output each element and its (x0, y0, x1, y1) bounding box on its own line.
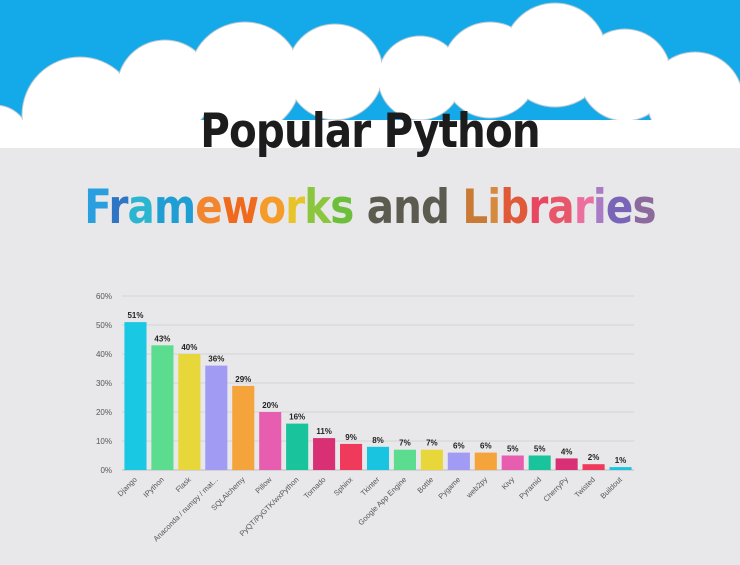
y-tick-label: 40% (96, 350, 112, 359)
content-background (0, 148, 740, 565)
value-label: 43% (154, 334, 170, 343)
x-tick-label: Buildout (598, 474, 624, 500)
title-letter: a (127, 180, 155, 235)
x-tick-label: Tornado (302, 475, 328, 501)
title-letter: F (84, 180, 109, 235)
title-letter: e (605, 180, 633, 235)
title-letter: s (632, 180, 656, 235)
bar (151, 345, 174, 470)
y-tick-label: 50% (96, 321, 112, 330)
value-label: 11% (316, 427, 332, 436)
bars (124, 322, 632, 470)
bar (582, 464, 605, 470)
title-letter: r (108, 180, 128, 235)
bar (609, 467, 632, 470)
x-tick-label: web2py (464, 475, 490, 501)
y-tick-label: 10% (96, 437, 112, 446)
bar (501, 455, 524, 470)
y-tick-label: 30% (96, 379, 112, 388)
value-label: 2% (588, 453, 600, 462)
title-letter: i (592, 180, 607, 235)
value-label: 8% (372, 436, 384, 445)
bar (232, 385, 255, 470)
title-letter: and (353, 180, 463, 235)
value-label: 29% (235, 375, 251, 384)
x-tick-label: Tkinter (359, 475, 382, 498)
value-label: 36% (208, 355, 224, 364)
bar (340, 443, 363, 470)
y-tick-label: 0% (100, 466, 112, 475)
value-label: 51% (127, 311, 143, 320)
bar (259, 412, 282, 470)
y-tick-label: 60% (96, 292, 112, 301)
bar (393, 449, 416, 470)
title-letter: L (462, 180, 488, 235)
value-label: 6% (453, 442, 465, 451)
title-letter: e (195, 180, 222, 235)
x-tick-label: Pyramid (517, 475, 543, 501)
value-label: 1% (615, 456, 627, 465)
title-line-1: Popular Python (200, 104, 540, 159)
value-label: 7% (399, 439, 411, 448)
title-letter: m (153, 180, 196, 235)
bar (313, 438, 336, 470)
y-tick-label: 20% (96, 408, 112, 417)
bar (178, 354, 201, 470)
value-labels: 51% 43% 40% 36% 29% 20% 16% 11% 9% 8% 7% 7% 6% 6% 5% 5%… (127, 311, 626, 465)
title-letter: b (500, 180, 529, 235)
title-letter: r (528, 180, 548, 235)
title-letter: s (330, 180, 354, 235)
value-label: 20% (262, 401, 278, 410)
y-axis: 0% 10% 20% 30% 40% 50% 60% (96, 292, 112, 475)
title-letter: r (285, 180, 305, 235)
title-letter: r (573, 180, 594, 235)
x-tick-label: Sphinx (332, 475, 355, 498)
value-label: 6% (480, 442, 492, 451)
bar (124, 322, 147, 470)
x-tick-label: Pillow (253, 475, 274, 496)
bar (555, 458, 578, 470)
bar (286, 423, 309, 470)
value-label: 5% (534, 445, 546, 454)
bar (474, 452, 497, 470)
title-line-2: Frameworks and Libraries (52, 180, 688, 235)
bar (447, 452, 470, 470)
title-letter: a (547, 180, 574, 235)
bar (366, 446, 390, 470)
bar (528, 455, 551, 470)
title-letter: k (304, 180, 331, 235)
bar (420, 449, 443, 470)
value-label: 16% (289, 413, 305, 422)
x-tick-label: CherryPy (542, 475, 571, 504)
x-tick-label: Django (116, 475, 139, 498)
x-tick-label: Twisted (573, 475, 597, 499)
title-letter: i (487, 180, 501, 235)
value-label: 5% (507, 445, 519, 454)
x-tick-label: Flask (174, 475, 193, 494)
x-tick-label: Bottle (415, 475, 435, 495)
x-tick-label: Pygame (436, 475, 462, 501)
value-label: 7% (426, 439, 438, 448)
value-label: 4% (561, 447, 573, 456)
value-label: 40% (181, 343, 197, 352)
title-letter: w (221, 180, 259, 235)
x-tick-label: Kivy (500, 475, 517, 492)
x-tick-label: Google App Engine (356, 475, 408, 527)
x-tick-label: IPython (141, 475, 165, 499)
bar (205, 365, 228, 470)
title-letter: o (258, 180, 286, 235)
value-label: 9% (345, 433, 357, 442)
